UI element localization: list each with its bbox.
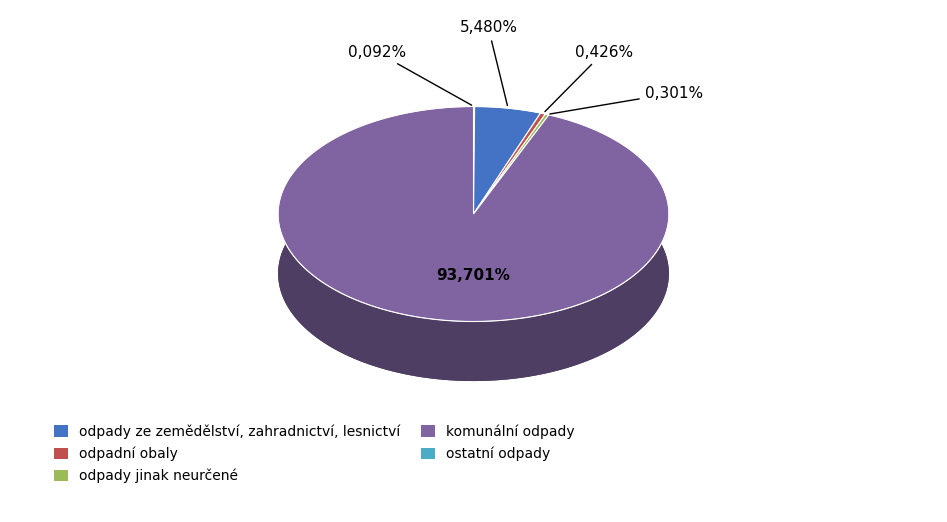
Text: 93,701%: 93,701% (437, 268, 510, 283)
Text: 5,480%: 5,480% (459, 20, 517, 105)
Legend: odpady ze zemědělství, zahradnictví, lesnictví, odpadní obaly, odpady jinak neur: odpady ze zemědělství, zahradnictví, les… (54, 424, 575, 483)
Polygon shape (278, 106, 669, 381)
Polygon shape (474, 113, 545, 214)
Text: 0,426%: 0,426% (545, 44, 633, 112)
Polygon shape (278, 106, 669, 322)
Polygon shape (474, 114, 549, 214)
Polygon shape (474, 106, 541, 214)
Text: 0,301%: 0,301% (550, 86, 703, 114)
Text: 0,092%: 0,092% (348, 44, 472, 105)
Polygon shape (278, 166, 669, 381)
